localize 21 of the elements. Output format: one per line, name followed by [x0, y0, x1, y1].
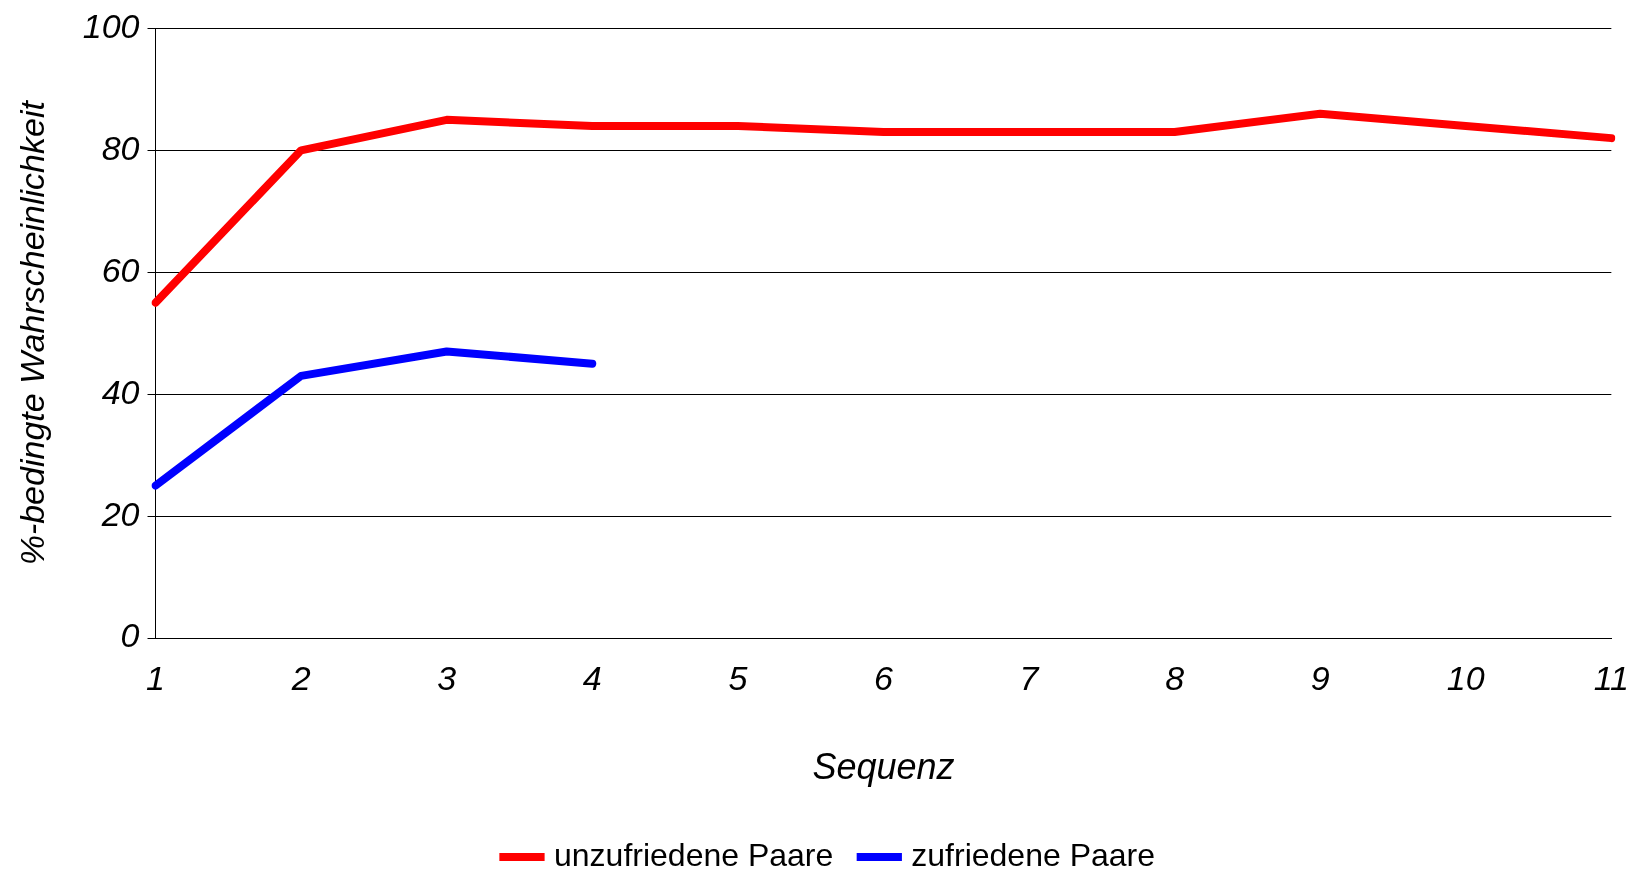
x-tick-label: 5: [728, 658, 748, 697]
x-tick-label: 3: [437, 658, 457, 697]
x-tick-label: 6: [873, 658, 893, 697]
y-tick-label: 0: [120, 616, 140, 655]
y-tick-label: 60: [101, 250, 140, 289]
y-tick-label: 40: [101, 372, 140, 411]
y-tick-label: 100: [82, 6, 140, 45]
x-tick-label: 9: [1310, 658, 1330, 697]
x-tick-label: 8: [1165, 658, 1185, 697]
legend-label: zufriedene Paare: [911, 836, 1156, 873]
legend-label: unzufriedene Paare: [553, 836, 834, 873]
y-axis-title: %-bedingte Wahrscheinlichkeit: [12, 99, 51, 566]
y-tick-label: 80: [101, 128, 140, 167]
x-tick-label: 11: [1593, 658, 1629, 697]
x-tick-label: 7: [1019, 658, 1040, 697]
x-tick-label: 10: [1446, 658, 1485, 697]
y-tick-label: 20: [100, 494, 140, 533]
x-tick-label: 2: [290, 658, 311, 697]
x-axis-title: Sequenz: [812, 746, 955, 788]
x-tick-label: 1: [146, 658, 165, 697]
x-tick-label: 4: [582, 658, 602, 697]
